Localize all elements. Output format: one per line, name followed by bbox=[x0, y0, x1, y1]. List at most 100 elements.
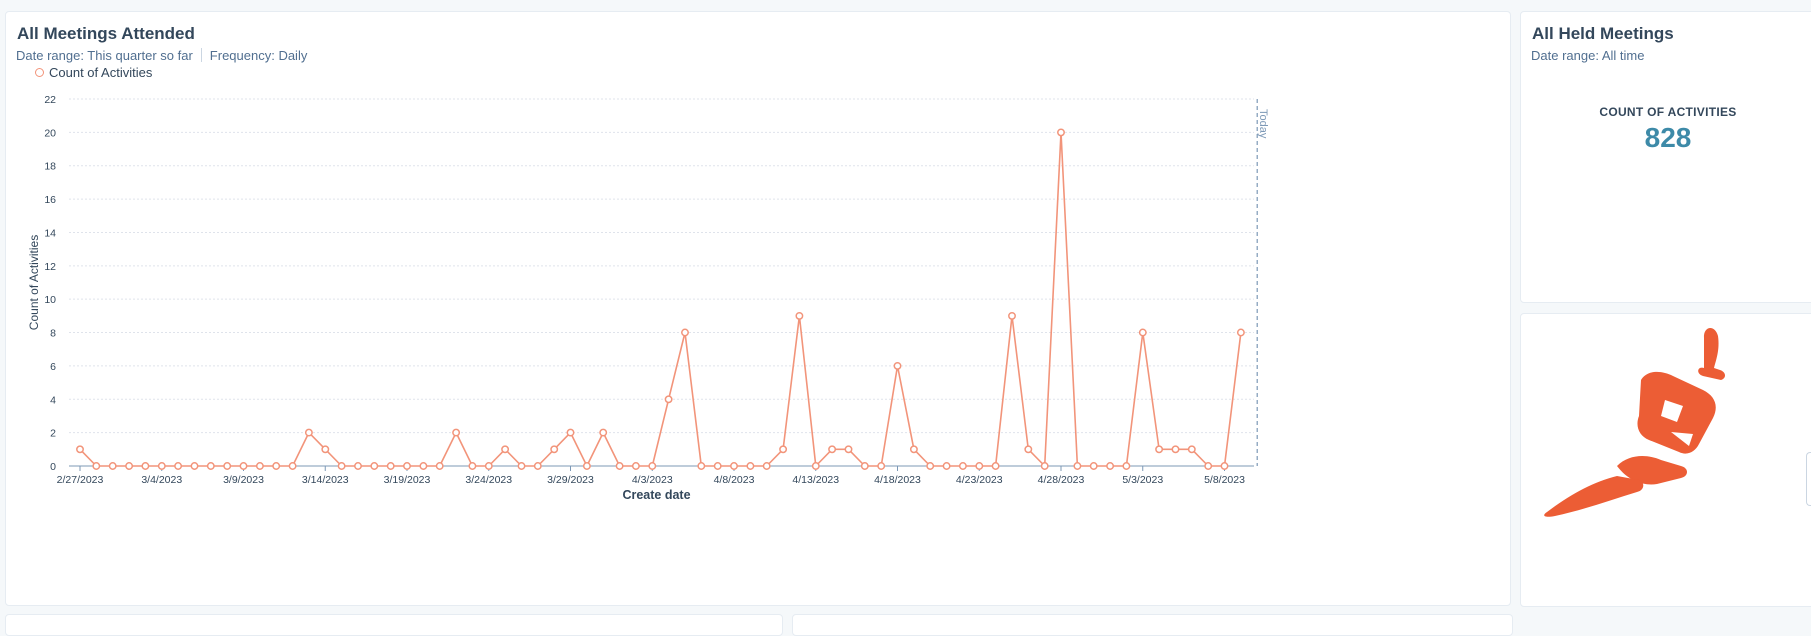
y-tick-label: 8 bbox=[50, 328, 56, 340]
data-point[interactable] bbox=[942, 462, 951, 470]
data-point[interactable] bbox=[141, 462, 150, 470]
x-tick-label: 4/18/2023 bbox=[874, 474, 921, 486]
data-point[interactable] bbox=[648, 462, 657, 470]
y-tick-label: 10 bbox=[44, 294, 56, 306]
data-point[interactable] bbox=[386, 462, 395, 470]
data-point[interactable] bbox=[631, 462, 640, 470]
side-panel-tab[interactable] bbox=[1806, 452, 1811, 506]
data-point[interactable] bbox=[664, 395, 673, 404]
data-point[interactable] bbox=[681, 328, 689, 337]
y-axis-title: Count of Activities bbox=[27, 235, 41, 330]
card-title: All Held Meetings bbox=[1532, 24, 1674, 43]
data-point[interactable] bbox=[190, 462, 199, 470]
data-point[interactable] bbox=[975, 462, 984, 470]
data-point[interactable] bbox=[1187, 445, 1196, 454]
data-point[interactable] bbox=[1073, 462, 1082, 470]
data-point[interactable] bbox=[108, 462, 117, 470]
data-point[interactable] bbox=[1204, 462, 1213, 470]
x-tick-label: 3/19/2023 bbox=[384, 474, 431, 486]
data-point[interactable] bbox=[909, 445, 918, 454]
data-point[interactable] bbox=[239, 462, 248, 470]
x-tick-label: 4/3/2023 bbox=[632, 474, 673, 486]
data-point[interactable] bbox=[795, 311, 804, 320]
data-point[interactable] bbox=[1057, 128, 1065, 137]
frequency-text: Frequency: Daily bbox=[209, 48, 308, 63]
data-point[interactable] bbox=[1040, 462, 1049, 470]
data-point[interactable] bbox=[304, 428, 313, 437]
data-point[interactable] bbox=[223, 462, 232, 470]
data-point[interactable] bbox=[893, 361, 902, 370]
x-tick-label: 3/9/2023 bbox=[223, 474, 264, 486]
line-chart: Today 0 2 4 6 8 10 12 14 16 18 20 22 2/27/2023 3/4/2… bbox=[27, 94, 1269, 502]
hubspot-sprocket-logo-icon bbox=[1544, 327, 1726, 517]
data-point[interactable] bbox=[337, 462, 346, 470]
today-label: Today bbox=[1257, 109, 1269, 139]
data-point[interactable] bbox=[1138, 328, 1147, 337]
data-point[interactable] bbox=[779, 445, 788, 454]
data-point[interactable] bbox=[1171, 445, 1180, 454]
data-point[interactable] bbox=[403, 462, 411, 470]
data-point[interactable] bbox=[125, 462, 134, 470]
data-point[interactable] bbox=[730, 462, 738, 470]
data-point[interactable] bbox=[1236, 328, 1245, 337]
data-point[interactable] bbox=[926, 462, 935, 470]
data-point[interactable] bbox=[713, 462, 722, 470]
data-point[interactable] bbox=[272, 462, 281, 470]
data-point[interactable] bbox=[1220, 462, 1229, 470]
data-point[interactable] bbox=[746, 462, 755, 470]
data-point[interactable] bbox=[419, 462, 428, 470]
data-point[interactable] bbox=[550, 445, 559, 454]
data-point[interactable] bbox=[76, 445, 84, 454]
data-point[interactable] bbox=[321, 445, 330, 454]
data-point[interactable] bbox=[174, 462, 183, 470]
data-point[interactable] bbox=[370, 462, 379, 470]
data-point[interactable] bbox=[92, 462, 101, 470]
x-tick-label: 3/24/2023 bbox=[465, 474, 512, 486]
data-point[interactable] bbox=[206, 462, 215, 470]
data-point[interactable] bbox=[468, 462, 477, 470]
x-tick-label: 3/4/2023 bbox=[141, 474, 182, 486]
data-point[interactable] bbox=[1122, 462, 1131, 470]
data-point[interactable] bbox=[255, 462, 264, 470]
date-range-text: Date range: This quarter so far bbox=[16, 48, 193, 63]
data-point[interactable] bbox=[452, 428, 461, 437]
y-tick-label: 18 bbox=[44, 161, 56, 173]
data-point[interactable] bbox=[599, 428, 608, 437]
legend-label: Count of Activities bbox=[49, 65, 153, 80]
today-marker: Today bbox=[1256, 99, 1269, 466]
data-point[interactable] bbox=[697, 462, 706, 470]
data-point[interactable] bbox=[844, 445, 853, 454]
filter-divider bbox=[200, 48, 202, 62]
data-point[interactable] bbox=[157, 462, 166, 470]
y-tick-label: 4 bbox=[50, 394, 56, 406]
data-point[interactable] bbox=[566, 428, 575, 437]
data-point[interactable] bbox=[1106, 462, 1115, 470]
data-point[interactable] bbox=[501, 445, 510, 454]
x-tick-labels: 2/27/2023 3/4/2023 3/9/2023 3/14/2023 3/19/2… bbox=[57, 474, 1245, 486]
chart-legend[interactable]: Count of Activities bbox=[35, 65, 152, 80]
data-point[interactable] bbox=[484, 462, 493, 470]
data-point[interactable] bbox=[828, 445, 837, 454]
data-point[interactable] bbox=[533, 462, 542, 470]
data-point[interactable] bbox=[354, 462, 362, 470]
data-point[interactable] bbox=[615, 462, 624, 470]
data-point[interactable] bbox=[288, 462, 297, 470]
data-point[interactable] bbox=[1089, 462, 1098, 470]
data-point[interactable] bbox=[811, 462, 820, 470]
data-point[interactable] bbox=[762, 462, 771, 470]
data-point[interactable] bbox=[517, 462, 526, 470]
y-tick-label: 14 bbox=[44, 227, 56, 239]
y-tick-label: 0 bbox=[50, 461, 56, 473]
data-point[interactable] bbox=[435, 462, 444, 470]
data-point[interactable] bbox=[877, 462, 886, 470]
x-axis-title: Create date bbox=[622, 488, 690, 502]
data-point[interactable] bbox=[1024, 445, 1033, 454]
date-range-text: Date range: All time bbox=[1531, 48, 1645, 63]
data-point[interactable] bbox=[860, 462, 869, 470]
x-tick-label: 4/8/2023 bbox=[714, 474, 755, 486]
data-point[interactable] bbox=[1008, 311, 1016, 320]
data-point[interactable] bbox=[1155, 445, 1164, 454]
data-point[interactable] bbox=[582, 462, 591, 470]
data-point[interactable] bbox=[958, 462, 967, 470]
data-point[interactable] bbox=[991, 462, 1000, 470]
